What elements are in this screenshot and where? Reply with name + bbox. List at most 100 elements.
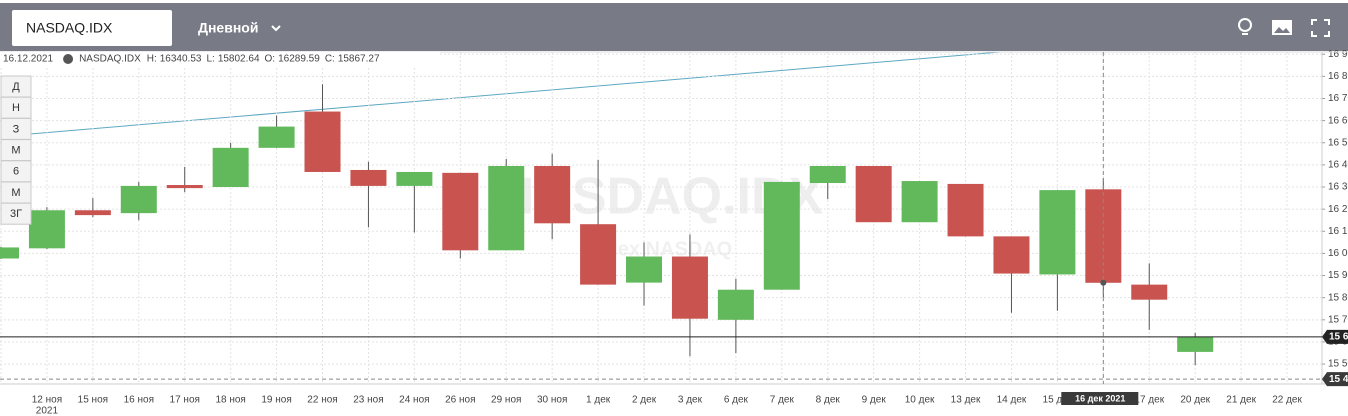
crosshair-y-box [1322,372,1348,387]
info-field-value: 16340.53 [160,54,202,65]
candles: 15 623 16 дек 2021 15 432 [0,52,1348,405]
symbol-input[interactable] [12,10,172,46]
crosshair-x-label: 16 дек 2021 [1075,393,1125,403]
y-tick-label: 16 100 [1328,226,1348,237]
x-tick-label: 17 ноя [170,395,200,406]
crosshair-dot [1100,279,1107,286]
info-field-label: C: [325,54,335,65]
x-tick-label: 29 ноя [491,395,521,406]
candle-body [488,165,525,251]
candle-body [763,181,800,290]
grid: 15 50015 60015 70015 80015 90016 00016 1… [0,49,1348,416]
x-tick-label: 7 дек [770,395,795,406]
candle-body [28,210,65,249]
candle-body [717,289,754,320]
candle-body [258,126,295,148]
x-tick-label: 26 ноя [445,395,475,406]
candle-body [626,256,663,283]
y-tick-label: 16 700 [1328,93,1348,104]
info-field-label: O: [265,54,276,65]
bulb-icon[interactable] [1238,18,1252,35]
period-button-label: 6 [13,166,19,178]
info-field-value: 15802.64 [218,54,260,65]
candle-body [993,236,1030,274]
y-tick-label: 15 900 [1328,270,1348,281]
x-tick-label: 16 ноя [124,395,154,406]
y-tick-label: 15 700 [1328,314,1348,325]
info-field-value: 15867.27 [338,54,380,65]
candle-body [304,111,341,172]
candle-body [580,224,617,285]
candle-body [120,185,157,214]
candle-body [534,165,571,224]
y-tick-label: 16 800 [1328,71,1348,82]
toolbar-icons [1238,18,1330,37]
x-tick-label: 2 дек [632,395,657,406]
x-tick-label: 22 дек [1272,395,1302,406]
chevron[interactable] [271,25,281,32]
toolbar [0,3,1348,51]
x-tick-label: 21 дек [1226,395,1256,406]
y-tick-label: 16 000 [1328,248,1348,259]
period-button-label: Н [12,102,20,114]
candle-body [0,247,19,259]
info-field-value: 16289.59 [278,54,320,65]
candle-body [1131,284,1168,300]
period-button-label: М [11,187,20,199]
price-label: 15 623 [1329,331,1348,342]
crosshair-y-label: 15 432 [1329,374,1348,385]
info-date: 16.12.2021 [3,54,53,65]
info-dot [63,54,74,64]
x-tick-label: 14 дек [997,395,1027,406]
candle-body [212,147,249,188]
candle-body [809,165,846,184]
candle-body [166,185,203,189]
candle-body [671,256,708,319]
info-symbol: NASDAQ.IDX [79,54,141,65]
info-field-label: H: [147,54,157,65]
price-label-box [1322,329,1348,344]
candle-body [855,165,892,223]
candle-body [350,169,387,186]
fullscreen-icon[interactable] [1311,19,1330,37]
symbol-input-text: NASDAQ.IDX [26,20,113,36]
y-tick-label: 16 200 [1328,204,1348,215]
x-tick-label: 18 ноя [215,395,245,406]
candle-body [947,183,984,237]
candle-body [74,210,111,216]
period-button-label: Д [12,81,20,93]
info-line: 16.12.2021 NASDAQ.IDX H: 16340.53 L: 15802.64… [0,52,440,66]
x-tick-label: 3 дек [678,395,703,406]
watermark-text: Index NASDAQ [588,238,732,260]
y-tick-label: 16 500 [1328,137,1348,148]
y-tick-label: 15 800 [1328,292,1348,303]
x-tick-label: 23 ноя [353,395,383,406]
info-field-label: L: [206,54,214,65]
candle-body [1039,190,1076,275]
image-icon[interactable] [1272,20,1292,35]
y-tick-label: 16 900 [1328,49,1348,60]
x-tick-label: 8 дек [816,395,841,406]
x-tick-label: 9 дек [862,395,887,406]
interval-select[interactable]: Дневной [198,20,258,36]
period-button-label: 3Г [10,208,22,220]
x-tick-label: 15 ноя [78,395,108,406]
y-tick-label: 16 600 [1328,115,1348,126]
period-button[interactable] [0,202,32,225]
year-label: 2021 [36,406,59,416]
x-tick-label: 13 дек [951,395,981,406]
candle-body [1177,336,1214,352]
period-button-label: З [13,123,20,135]
y-tick-label: 15 500 [1328,359,1348,370]
x-tick-label: 17 дек [1134,395,1164,406]
crosshair-x-box [1061,392,1139,405]
x-tick-label: 6 дек [724,395,749,406]
x-tick-label: 24 ноя [399,395,429,406]
x-tick-label: 12 ноя [32,395,62,406]
x-tick-label: 22 ноя [307,395,337,406]
info-bg [0,52,440,66]
period-button-label: М [11,145,20,157]
x-tick-label: 20 дек [1180,395,1210,406]
